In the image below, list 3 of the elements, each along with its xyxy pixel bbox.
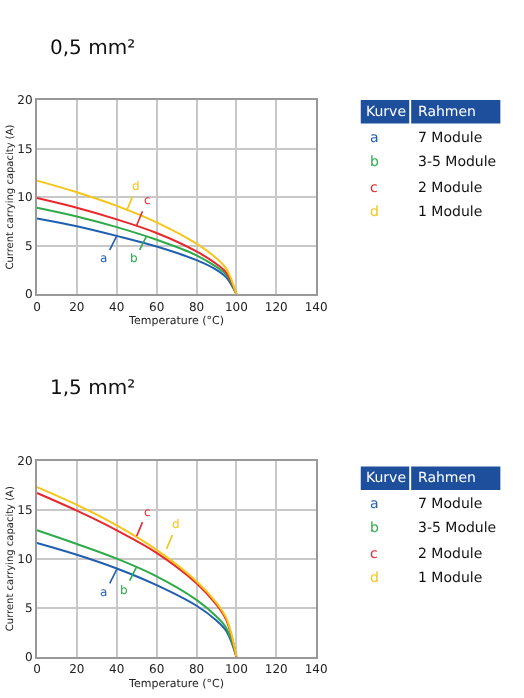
chart-title: 0,5 mm²: [50, 38, 136, 60]
line-series: [36, 179, 238, 295]
chart-title: 1,5 mm²: [50, 378, 136, 400]
